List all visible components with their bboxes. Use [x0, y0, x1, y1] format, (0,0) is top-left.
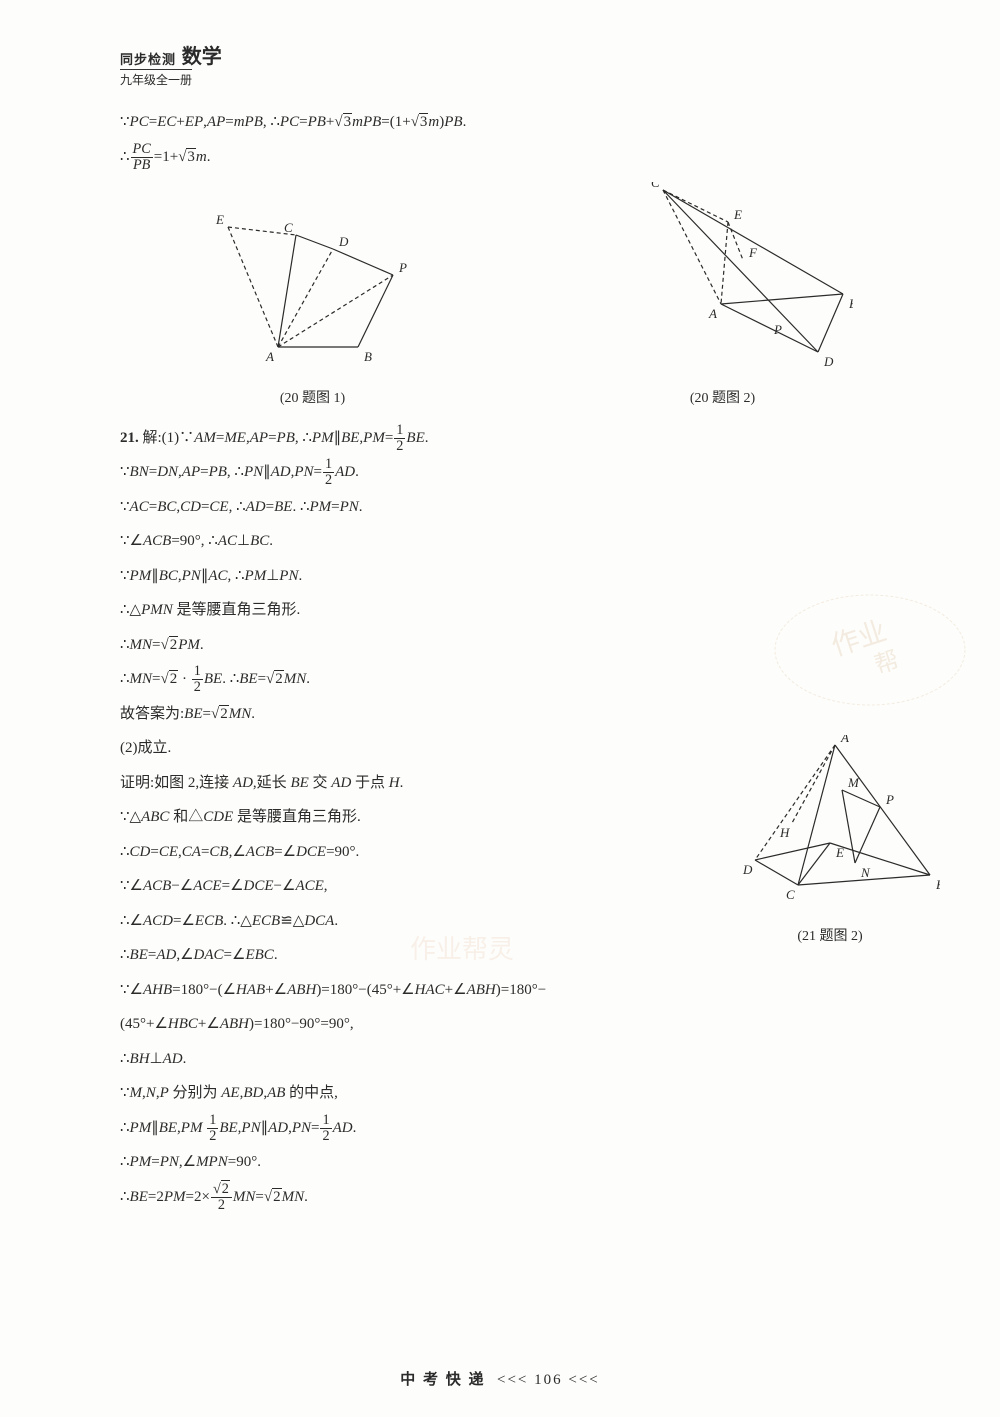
- line-10: 故答案为:BE=2MN.: [120, 697, 940, 732]
- svg-text:E: E: [215, 212, 224, 227]
- line-3: ∵BN=DN,AP=PB, ∴PN∥AD,PN=12AD.: [120, 455, 940, 490]
- svg-text:C: C: [651, 182, 660, 190]
- svg-text:M: M: [847, 775, 860, 790]
- page: 同步检测 数学 九年级全一册 ∵PC=EC+EP,AP=mPB, ∴PC=PB+…: [0, 0, 1000, 1417]
- line-8: ∴MN=2PM.: [120, 628, 940, 663]
- header-subject: 数学: [182, 40, 222, 69]
- footer-arrows-left: <<<: [497, 1372, 528, 1388]
- line-1: ∵PC=EC+EP,AP=mPB, ∴PC=PB+3mPB=(1+3m)PB.: [120, 105, 940, 140]
- footer-label: 中 考 快 递: [400, 1372, 485, 1388]
- svg-text:D: D: [338, 234, 349, 249]
- figure-20-2: C E F A P B D (20 题图 2): [593, 182, 853, 415]
- svg-text:P: P: [398, 260, 407, 275]
- svg-text:H: H: [779, 825, 790, 840]
- line-23: ∴PM=PN,∠MPN=90°.: [120, 1145, 940, 1180]
- line-2: ∴PCPB=1+3m.: [120, 140, 940, 175]
- line-21: ∵M,N,P 分别为 AE,BD,AB 的中点,: [120, 1076, 940, 1111]
- line-22: ∴PM∥BE,PM 12BE,PN∥AD,PN=12AD.: [120, 1111, 940, 1146]
- figure-21-2: A M P H E N D C B (21 题图 2): [720, 735, 940, 953]
- q21-line1: 21. 解:(1)∵AM=ME,AP=PB, ∴PM∥BE,PM=12BE.: [120, 421, 940, 456]
- svg-text:A: A: [840, 735, 849, 745]
- header-grade: 九年级全一册: [120, 69, 192, 88]
- svg-text:B: B: [364, 349, 372, 364]
- caption-20-1: (20 题图 1): [208, 383, 418, 415]
- svg-text:F: F: [748, 245, 758, 260]
- diagram-20-2: C E F A P B D: [593, 182, 853, 367]
- line-18: ∵∠AHB=180°−(∠HAB+∠ABH)=180°−(45°+∠HAC+∠A…: [120, 973, 940, 1008]
- header-title: 同步检测: [120, 52, 176, 67]
- svg-text:P: P: [885, 792, 894, 807]
- svg-text:D: D: [823, 354, 834, 367]
- caption-21-2: (21 题图 2): [720, 921, 940, 953]
- line-19: (45°+∠HBC+∠ABH)=180°−90°=90°,: [120, 1007, 940, 1042]
- svg-text:C: C: [284, 220, 293, 235]
- page-header: 同步检测 数学 九年级全一册: [120, 40, 940, 89]
- svg-text:E: E: [733, 207, 742, 222]
- line-7: ∴△PMN 是等腰直角三角形.: [120, 593, 940, 628]
- line-5: ∵∠ACB=90°, ∴AC⊥BC.: [120, 524, 940, 559]
- figure-20-1: E C D P A B (20 题图 1): [208, 207, 418, 415]
- content: ∵PC=EC+EP,AP=mPB, ∴PC=PB+3mPB=(1+3m)PB. …: [120, 105, 940, 1214]
- figures-row-1: E C D P A B (20 题图 1) C E F A P B D (20 题图 2): [120, 182, 940, 415]
- svg-text:B: B: [936, 877, 940, 892]
- line-9: ∴MN=2 · 12BE. ∴BE=2MN.: [120, 662, 940, 697]
- line-24: ∴BE=2PM=2×22MN=2MN.: [120, 1180, 940, 1215]
- svg-text:N: N: [860, 865, 871, 880]
- footer-arrows-right: <<<: [568, 1372, 599, 1388]
- svg-text:P: P: [773, 322, 782, 337]
- diagram-20-1: E C D P A B: [208, 207, 418, 367]
- line-4: ∵AC=BC,CD=CE, ∴AD=BE. ∴PM=PN.: [120, 490, 940, 525]
- caption-20-2: (20 题图 2): [593, 383, 853, 415]
- footer-page-number: 106: [534, 1372, 563, 1388]
- svg-text:A: A: [265, 349, 274, 364]
- line-20: ∴BH⊥AD.: [120, 1042, 940, 1077]
- page-footer: 中 考 快 递 <<< 106 <<<: [0, 1368, 1000, 1389]
- q21-number: 21.: [120, 430, 139, 446]
- svg-text:C: C: [786, 887, 795, 902]
- svg-text:D: D: [742, 862, 753, 877]
- diagram-21-2: A M P H E N D C B: [720, 735, 940, 905]
- svg-text:A: A: [708, 306, 717, 321]
- svg-text:B: B: [849, 296, 853, 311]
- line-6: ∵PM∥BC,PN∥AC, ∴PM⊥PN.: [120, 559, 940, 594]
- svg-text:E: E: [835, 845, 844, 860]
